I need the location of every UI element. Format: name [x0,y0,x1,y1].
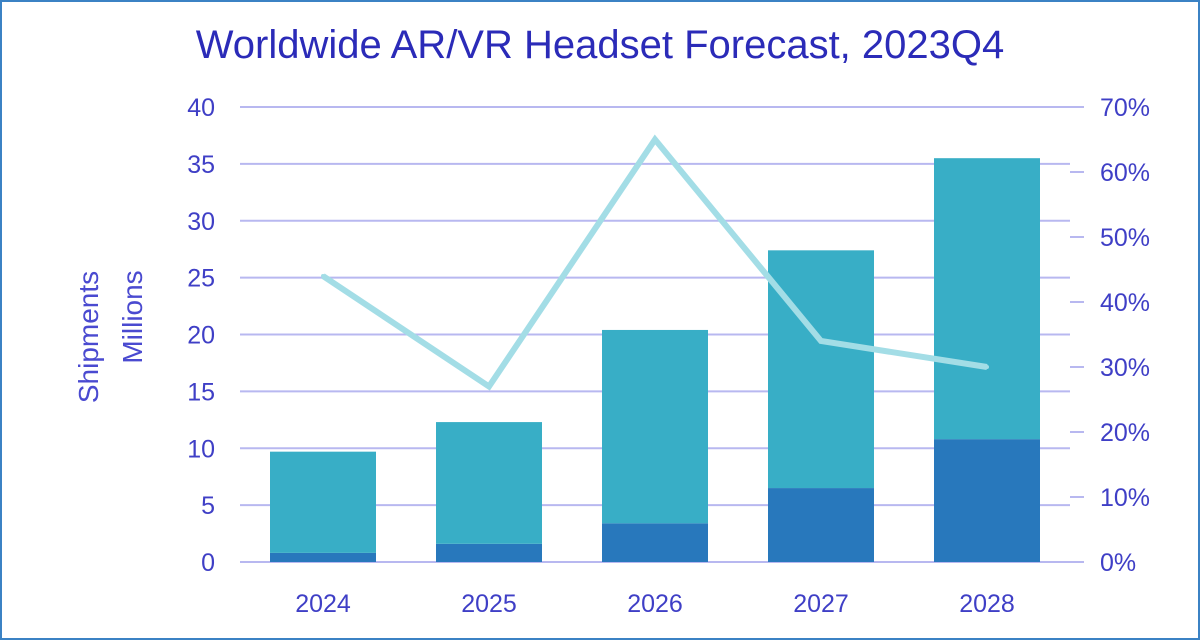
y2-tick-label: 20% [1100,419,1150,447]
y2-tick-label: 70% [1100,94,1150,122]
x-tick-label: 2025 [461,590,517,618]
chart-title: Worldwide AR/VR Headset Forecast, 2023Q4 [196,23,1005,67]
y2-tick-label: 0% [1100,549,1136,577]
y2-tick-label: 60% [1100,159,1150,187]
y2-tick-label: 40% [1100,289,1150,317]
y-tick-label: 10 [187,435,215,463]
y2-tick-label: 50% [1100,224,1150,252]
y-tick-label: 15 [187,378,215,406]
line-point [819,339,823,343]
line-point [985,365,989,369]
bar-segment-1 [934,158,1040,440]
y2-tick-label: 10% [1100,484,1150,512]
x-tick-label: 2026 [627,590,683,618]
bar-segment-0 [270,552,376,562]
bar-segment-0 [934,439,1040,562]
bar-segment-0 [602,523,708,562]
x-tick-label: 2027 [793,590,849,618]
x-tick-label: 2024 [295,590,351,618]
y2-tick-label: 30% [1100,354,1150,382]
y-tick-label: 25 [187,265,215,293]
y-tick-label: 0 [201,549,215,577]
line-point [321,274,325,278]
axis-ticks: 05101520253035400%10%20%30%40%50%60%70%2… [187,94,1150,618]
line-series [321,134,989,391]
y-tick-label: 30 [187,208,215,236]
y-tick-label: 20 [187,322,215,350]
line-point [653,137,657,142]
y-tick-label: 40 [187,94,215,122]
y-tick-label: 35 [187,151,215,179]
bar-segment-0 [768,488,874,562]
y-axis-title-line1: Shipments [73,271,104,403]
bar-segment-1 [768,250,874,489]
bar-segment-1 [602,329,708,524]
bar-segment-0 [436,543,542,562]
x-tick-label: 2028 [959,590,1015,618]
line-point [487,384,491,389]
bar-segment-1 [436,422,542,544]
bar-segment-1 [270,451,376,553]
y-tick-label: 5 [201,492,215,520]
y-axis-title-line2: Millions [117,270,148,363]
bar-series [270,158,1040,562]
